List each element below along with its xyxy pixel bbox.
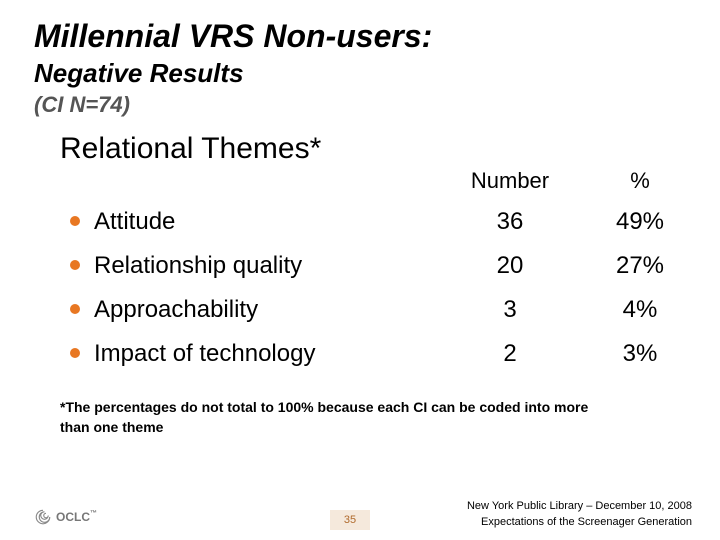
number-value: 3 <box>450 296 570 324</box>
column-header-number: Number <box>450 168 570 194</box>
footer-line-1: New York Public Library – December 10, 2… <box>467 499 692 514</box>
section-heading: Relational Themes* <box>60 132 321 166</box>
title-ci: (CI N=74) <box>34 92 130 118</box>
theme-label: Approachability <box>94 296 444 324</box>
slide: Millennial VRS Non-users: Negative Resul… <box>0 0 720 540</box>
table-row: Attitude36 49% <box>70 200 690 244</box>
footnote: *The percentages do not total to 100% be… <box>60 398 620 437</box>
footer-line-2: Expectations of the Screenager Generatio… <box>467 515 692 530</box>
title-sub: Negative Results <box>34 58 244 89</box>
theme-label: Relationship quality <box>94 252 444 280</box>
number-value: 20 <box>450 252 570 280</box>
number-value: 36 <box>450 208 570 236</box>
logo-spiral-icon <box>34 508 52 526</box>
title-main: Millennial VRS Non-users: <box>34 18 432 55</box>
footer-attribution: New York Public Library – December 10, 2… <box>467 499 692 530</box>
table-row: Relationship quality20 27% <box>70 244 690 288</box>
percent-value: 4% <box>590 296 690 324</box>
percent-value: 49% <box>590 208 690 236</box>
percent-value: 3% <box>590 340 690 368</box>
logo-text: OCLC™ <box>56 510 97 524</box>
bullet-icon <box>70 301 94 319</box>
percent-value: 27% <box>590 252 690 280</box>
bullet-icon <box>70 345 94 363</box>
number-value: 2 <box>450 340 570 368</box>
bullet-icon <box>70 257 94 275</box>
table-row: Approachability3 4% <box>70 288 690 332</box>
logo: OCLC™ <box>34 508 97 526</box>
table-row: Impact of technology2 3% <box>70 332 690 376</box>
bullet-icon <box>70 213 94 231</box>
page-number: 35 <box>330 510 370 530</box>
theme-label: Impact of technology <box>94 340 444 368</box>
column-header-percent: % <box>590 168 690 194</box>
theme-label: Attitude <box>94 208 444 236</box>
